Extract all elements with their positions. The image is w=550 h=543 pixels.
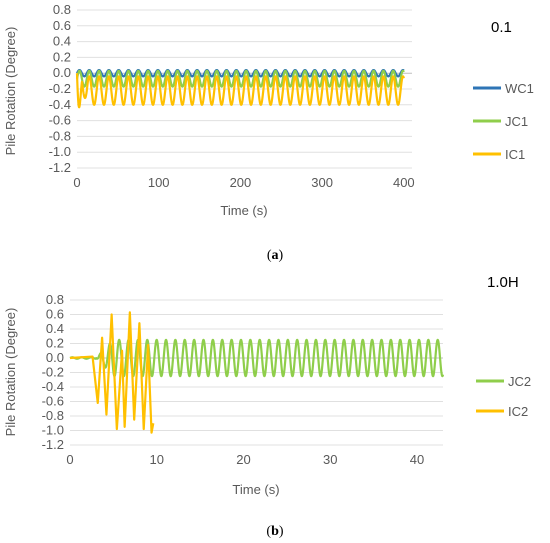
- series-line-ic2: [69, 311, 155, 434]
- series-line-wc1: [76, 68, 405, 78]
- y-tick-label: -1.2: [49, 160, 71, 175]
- y-tick-label: -0.2: [49, 81, 71, 96]
- chart-a-corner-label: 0.1: [491, 19, 512, 36]
- y-tick-label: -1.0: [49, 144, 71, 159]
- x-tick-label: 10: [150, 452, 164, 467]
- x-tick-label: 20: [236, 452, 250, 467]
- chart-a-y-axis-label: Pile Rotation (Degree): [3, 27, 18, 156]
- y-tick-label: 0.6: [53, 18, 71, 33]
- y-tick-label: 0.2: [53, 49, 71, 64]
- chart-b-ticks: 0.80.60.40.20.0-0.2-0.4-0.6-0.8-1.0-1.20…: [42, 292, 425, 467]
- y-tick-label: 0.4: [46, 321, 64, 336]
- chart-a-ticks: 0.80.60.40.20.0-0.2-0.4-0.6-0.8-1.0-1.20…: [49, 2, 415, 190]
- x-tick-label: 300: [311, 175, 333, 190]
- y-tick-label: -0.6: [49, 113, 71, 128]
- legend-entry-jc1: JC1: [505, 114, 528, 129]
- x-tick-label: 40: [410, 452, 424, 467]
- chart-a-x-axis-label: Time (s): [220, 203, 267, 218]
- chart-b-lines: [69, 311, 445, 434]
- chart-a-legend: WC1 JC1 IC1: [473, 81, 534, 162]
- x-tick-label: 400: [393, 175, 415, 190]
- x-tick-label: 200: [230, 175, 252, 190]
- chart-b-corner-label: 1.0H: [487, 274, 519, 291]
- y-tick-label: -0.8: [42, 408, 64, 423]
- chart-b-x-axis-label: Time (s): [232, 482, 279, 497]
- x-tick-label: 30: [323, 452, 337, 467]
- y-tick-label: -0.4: [49, 97, 71, 112]
- series-line-ic1: [75, 73, 405, 109]
- y-tick-label: -0.8: [49, 128, 71, 143]
- legend-entry-ic1: IC1: [505, 147, 525, 162]
- y-tick-label: 0.2: [46, 336, 64, 351]
- chart-a-lines: [75, 68, 405, 109]
- y-tick-label: 0.4: [53, 34, 71, 49]
- chart-a: 0.80.60.40.20.0-0.2-0.4-0.6-0.8-1.0-1.20…: [3, 2, 534, 263]
- y-tick-label: 0.8: [53, 2, 71, 17]
- chart-a-caption: (a): [267, 248, 284, 263]
- x-tick-label: 0: [66, 452, 73, 467]
- y-tick-label: -0.6: [42, 394, 64, 409]
- chart-b: 0.80.60.40.20.0-0.2-0.4-0.6-0.8-1.0-1.20…: [3, 274, 531, 539]
- x-tick-label: 100: [148, 175, 170, 190]
- y-tick-label: -0.4: [42, 379, 64, 394]
- y-tick-label: -1.0: [42, 423, 64, 438]
- chart-b-caption: (b): [266, 524, 283, 539]
- y-tick-label: -0.2: [42, 365, 64, 380]
- chart-b-legend: JC2 IC2: [476, 374, 531, 419]
- legend-entry-jc2: JC2: [508, 374, 531, 389]
- chart-b-y-axis-label: Pile Rotation (Degree): [3, 308, 18, 437]
- x-tick-label: 0: [73, 175, 80, 190]
- y-tick-label: 0.6: [46, 307, 64, 322]
- series-line-jc1: [75, 69, 405, 88]
- y-tick-label: 0.0: [53, 65, 71, 80]
- legend-entry-ic2: IC2: [508, 404, 528, 419]
- y-tick-label: 0.8: [46, 292, 64, 307]
- y-tick-label: 0.0: [46, 350, 64, 365]
- legend-entry-wc1: WC1: [505, 81, 534, 96]
- y-tick-label: -1.2: [42, 437, 64, 452]
